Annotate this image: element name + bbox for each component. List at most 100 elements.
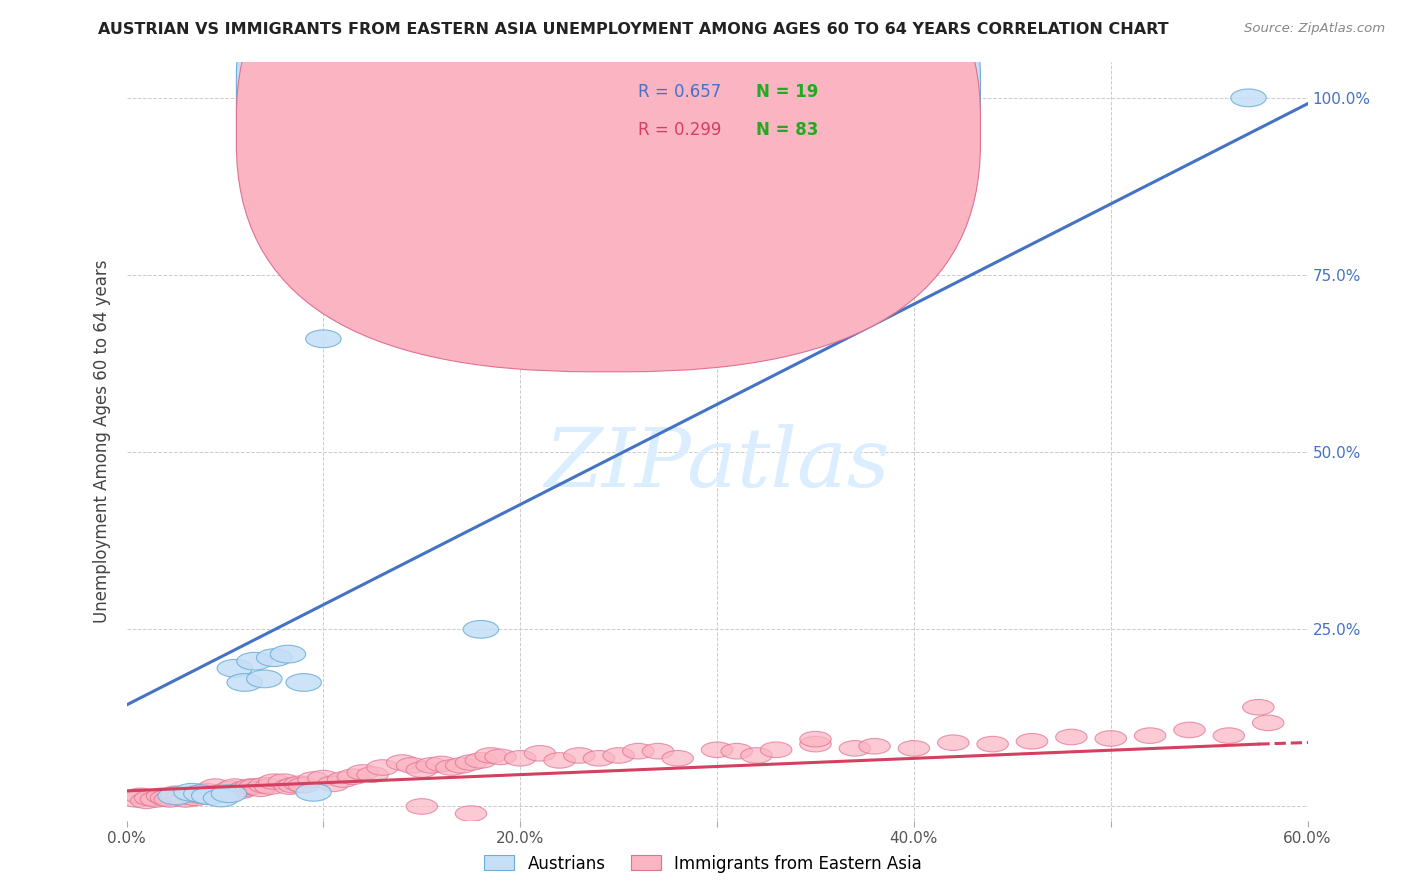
- Ellipse shape: [1213, 728, 1244, 743]
- Ellipse shape: [800, 736, 831, 752]
- Ellipse shape: [166, 789, 197, 805]
- Text: N = 83: N = 83: [756, 121, 818, 139]
- Ellipse shape: [135, 790, 166, 805]
- Ellipse shape: [157, 787, 194, 805]
- Ellipse shape: [141, 791, 172, 807]
- Ellipse shape: [603, 747, 634, 764]
- Ellipse shape: [977, 736, 1008, 752]
- Ellipse shape: [284, 776, 315, 791]
- Ellipse shape: [544, 753, 575, 768]
- Text: R = 0.657: R = 0.657: [638, 83, 721, 101]
- Ellipse shape: [121, 791, 152, 807]
- Ellipse shape: [463, 621, 499, 638]
- Ellipse shape: [215, 781, 246, 797]
- Y-axis label: Unemployment Among Ages 60 to 64 years: Unemployment Among Ages 60 to 64 years: [93, 260, 111, 624]
- Ellipse shape: [205, 784, 236, 800]
- Ellipse shape: [225, 783, 256, 798]
- FancyBboxPatch shape: [236, 0, 980, 372]
- Ellipse shape: [702, 742, 733, 757]
- Ellipse shape: [278, 778, 309, 793]
- Ellipse shape: [643, 743, 673, 759]
- Ellipse shape: [194, 788, 225, 804]
- Ellipse shape: [1095, 731, 1126, 747]
- Text: ZIPatlas: ZIPatlas: [544, 425, 890, 504]
- Ellipse shape: [298, 772, 329, 788]
- Ellipse shape: [583, 750, 614, 766]
- Ellipse shape: [269, 774, 299, 789]
- Ellipse shape: [191, 787, 226, 805]
- Ellipse shape: [406, 762, 437, 778]
- Ellipse shape: [219, 779, 250, 795]
- Ellipse shape: [406, 798, 437, 814]
- Ellipse shape: [288, 778, 319, 793]
- Ellipse shape: [800, 731, 831, 747]
- Ellipse shape: [256, 648, 292, 666]
- FancyBboxPatch shape: [575, 62, 870, 157]
- Ellipse shape: [270, 645, 305, 663]
- Text: AUSTRIAN VS IMMIGRANTS FROM EASTERN ASIA UNEMPLOYMENT AMONG AGES 60 TO 64 YEARS : AUSTRIAN VS IMMIGRANTS FROM EASTERN ASIA…: [98, 22, 1168, 37]
- Ellipse shape: [184, 785, 219, 803]
- Ellipse shape: [662, 750, 693, 766]
- Ellipse shape: [446, 757, 477, 773]
- Ellipse shape: [226, 673, 263, 691]
- Ellipse shape: [146, 788, 177, 804]
- Text: N = 19: N = 19: [756, 83, 818, 101]
- Ellipse shape: [524, 746, 555, 761]
- Ellipse shape: [475, 747, 506, 764]
- Ellipse shape: [131, 793, 162, 808]
- Ellipse shape: [1253, 715, 1284, 731]
- Ellipse shape: [249, 778, 280, 793]
- Ellipse shape: [259, 774, 290, 789]
- Ellipse shape: [190, 783, 221, 798]
- Ellipse shape: [246, 670, 283, 688]
- Ellipse shape: [387, 755, 418, 771]
- Ellipse shape: [337, 769, 368, 784]
- Ellipse shape: [1017, 733, 1047, 749]
- Legend: Austrians, Immigrants from Eastern Asia: Austrians, Immigrants from Eastern Asia: [478, 848, 928, 880]
- Ellipse shape: [396, 757, 427, 773]
- Ellipse shape: [1135, 728, 1166, 743]
- Ellipse shape: [295, 783, 332, 801]
- Ellipse shape: [254, 779, 285, 795]
- Text: R = 0.299: R = 0.299: [638, 121, 721, 139]
- Ellipse shape: [1056, 730, 1087, 745]
- Ellipse shape: [1174, 723, 1205, 738]
- Ellipse shape: [416, 757, 447, 773]
- Ellipse shape: [839, 740, 870, 756]
- Ellipse shape: [160, 786, 191, 802]
- Ellipse shape: [305, 330, 342, 348]
- Ellipse shape: [1230, 89, 1267, 107]
- Ellipse shape: [465, 753, 496, 768]
- Ellipse shape: [236, 652, 273, 670]
- Ellipse shape: [623, 743, 654, 759]
- Ellipse shape: [239, 779, 270, 795]
- Ellipse shape: [436, 760, 467, 775]
- Ellipse shape: [328, 772, 359, 788]
- Ellipse shape: [426, 756, 457, 772]
- Ellipse shape: [217, 659, 253, 677]
- Ellipse shape: [235, 779, 266, 795]
- Ellipse shape: [204, 789, 239, 807]
- Ellipse shape: [274, 779, 305, 795]
- Ellipse shape: [859, 739, 890, 754]
- FancyBboxPatch shape: [236, 0, 980, 334]
- Ellipse shape: [200, 779, 231, 795]
- Ellipse shape: [485, 749, 516, 764]
- Ellipse shape: [180, 790, 211, 805]
- Ellipse shape: [211, 785, 246, 803]
- Ellipse shape: [186, 788, 217, 804]
- Ellipse shape: [174, 783, 209, 801]
- Ellipse shape: [721, 743, 752, 759]
- Ellipse shape: [505, 750, 536, 766]
- Ellipse shape: [564, 747, 595, 764]
- Ellipse shape: [308, 771, 339, 786]
- Ellipse shape: [176, 786, 207, 802]
- Ellipse shape: [1243, 699, 1274, 715]
- Ellipse shape: [456, 805, 486, 822]
- Ellipse shape: [125, 788, 156, 804]
- Ellipse shape: [170, 791, 201, 807]
- Ellipse shape: [347, 764, 378, 780]
- Ellipse shape: [741, 747, 772, 764]
- Ellipse shape: [938, 735, 969, 750]
- Ellipse shape: [898, 740, 929, 756]
